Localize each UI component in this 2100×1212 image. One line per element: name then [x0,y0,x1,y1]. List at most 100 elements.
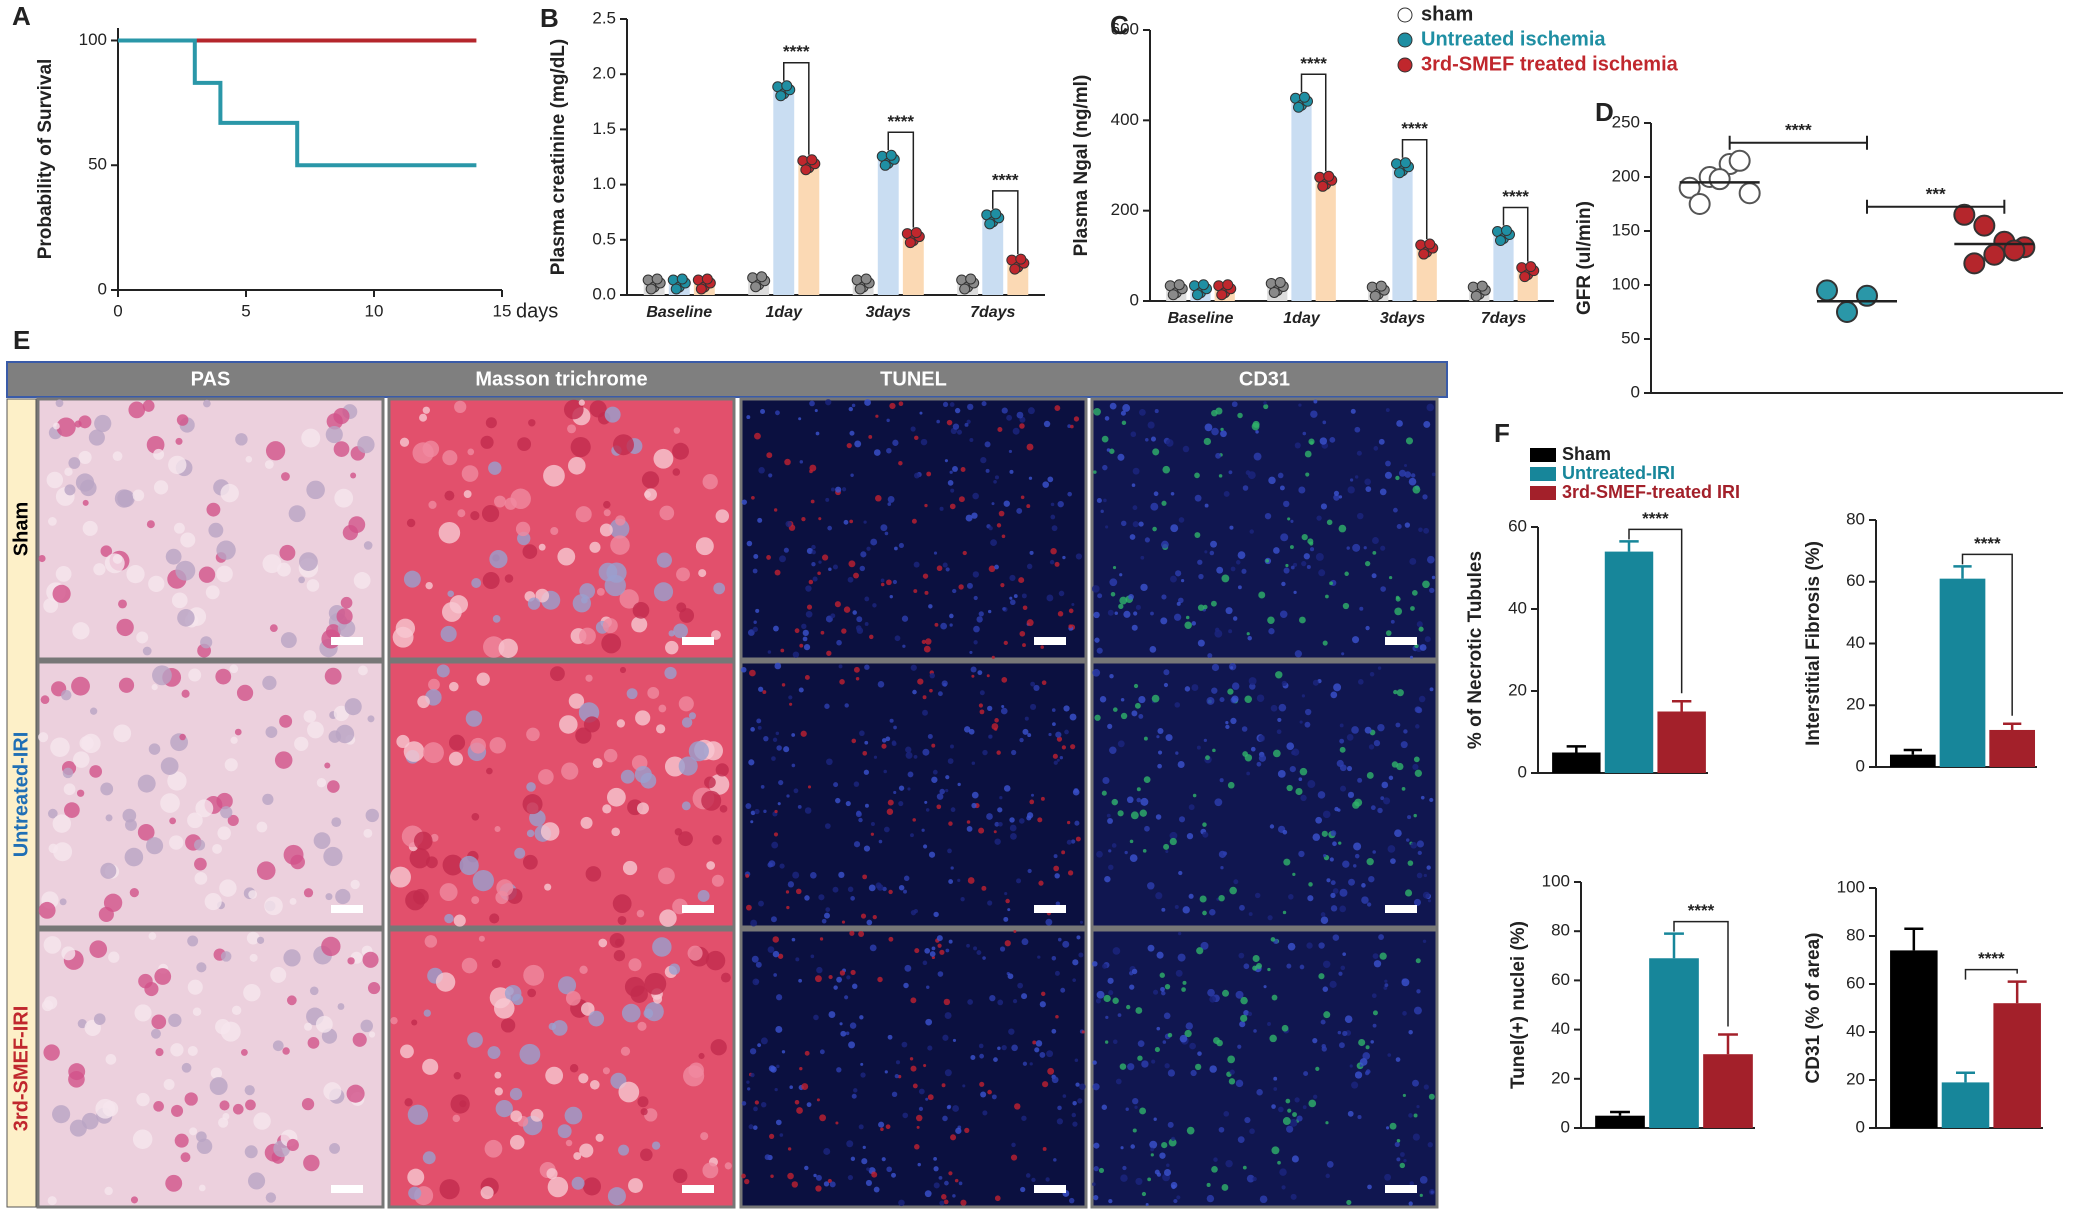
column-header: CD31 [1239,368,1290,390]
tissue-texture [794,1099,800,1105]
scale-bar [1034,637,1066,645]
tissue-texture [1130,431,1137,438]
tissue-texture [571,1176,585,1190]
tissue-texture [1342,602,1350,610]
tissue-texture [1077,1098,1083,1104]
tissue-texture [923,1064,927,1068]
tissue-texture [987,609,992,614]
tissue-texture [918,1106,924,1112]
tissue-texture [1306,942,1313,949]
tissue-texture [389,866,411,888]
tissue-texture [1163,843,1170,850]
tissue-texture [1308,1099,1317,1108]
tissue-texture [1427,1142,1433,1148]
tissue-texture [1429,797,1434,803]
tissue-texture [848,560,856,568]
tissue-texture [1156,1026,1161,1031]
data-dot [904,237,916,249]
tissue-texture [367,981,381,995]
tissue-texture [589,1079,600,1090]
tissue-texture [873,755,878,759]
tissue-texture [893,790,897,795]
tissue-texture [146,520,155,529]
tissue-texture [294,736,309,751]
tissue-texture [1290,565,1295,570]
tissue-texture [1289,1118,1298,1127]
tissue-texture [1119,1063,1127,1070]
tissue-texture [174,1133,189,1148]
tissue-texture [1219,697,1225,703]
tissue-texture [47,1196,57,1206]
tissue-texture [905,746,912,753]
tissue-texture [1291,1155,1299,1163]
tissue-texture [1021,1115,1027,1121]
tissue-texture [860,913,867,919]
tissue-texture [224,758,238,772]
y-axis-label: Interstitial Fibrosis (%) [1803,541,1824,746]
tissue-texture [1412,1079,1419,1087]
tissue-texture [952,1038,957,1043]
panel-letter: E [13,325,30,355]
tissue-texture [1386,1126,1390,1130]
tissue-texture [864,399,871,406]
tissue-texture [100,862,117,879]
tissue-texture [1092,1182,1096,1186]
tissue-texture [754,1100,759,1105]
tissue-texture [1026,443,1034,451]
tissue-texture [957,878,961,882]
tissue-texture [944,1069,952,1077]
tissue-texture [1378,438,1385,445]
tissue-texture [616,719,626,728]
tissue-texture [944,459,948,463]
tissue-texture [1330,880,1336,886]
tissue-texture [1104,416,1110,421]
tissue-texture [1012,999,1018,1004]
tissue-texture [942,1034,949,1041]
tissue-texture [1318,942,1325,949]
tissue-texture [883,826,890,833]
tissue-texture [1313,399,1318,404]
tissue-texture [598,938,608,948]
tissue-texture [1016,411,1024,419]
tissue-texture [572,594,591,613]
tissue-texture [1275,671,1283,679]
tissue-texture [771,756,776,761]
tissue-texture [1282,910,1287,915]
tissue-texture [750,919,758,927]
tissue-texture [1204,503,1209,508]
tissue-texture [1155,814,1162,820]
tissue-texture [978,827,985,834]
tissue-texture [204,893,222,911]
tissue-texture [846,975,851,980]
tissue-texture [902,1112,909,1119]
tissue-texture [787,1147,792,1151]
tissue-texture [1342,1030,1348,1037]
tissue-texture [1211,687,1218,694]
tissue-texture [1273,1087,1278,1091]
tissue-texture [991,655,995,659]
tissue-texture [1299,767,1308,776]
tissue-texture [833,782,839,788]
tissue-texture [878,1121,885,1128]
tissue-texture [187,1045,198,1056]
tissue-texture [850,473,854,477]
tissue-texture [1011,1044,1018,1052]
tissue-texture [422,406,430,414]
tissue-texture [1237,412,1243,419]
y-tick-label: 0 [1130,290,1139,309]
tissue-texture [1281,1024,1289,1032]
tissue-texture [112,451,123,462]
data-dot [775,90,787,102]
tissue-texture [1207,653,1213,659]
tissue-texture [1141,1191,1147,1197]
tissue-texture [750,727,755,732]
tissue-texture [180,532,196,548]
tissue-texture [768,860,776,868]
tissue-texture [819,937,824,941]
tissue-texture [1168,1138,1177,1147]
tissue-texture [1051,1076,1059,1084]
panel-letter: F [1494,418,1510,448]
tissue-texture [789,702,793,706]
tissue-texture [352,1032,367,1047]
tissue-texture [915,1114,923,1122]
